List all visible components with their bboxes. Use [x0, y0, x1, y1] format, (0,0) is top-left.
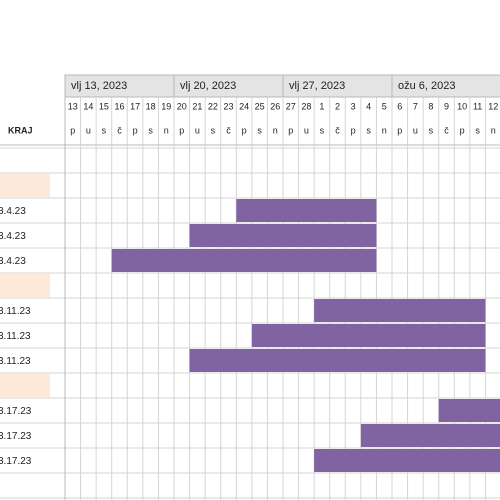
task-bar — [189, 224, 377, 247]
weekday: s — [257, 125, 262, 135]
weekday: u — [195, 125, 200, 135]
week-label: vlj 27, 2023 — [289, 80, 345, 92]
day-number: 16 — [114, 101, 124, 111]
weekday: s — [148, 125, 153, 135]
day-number: 1 — [319, 101, 324, 111]
day-number: 20 — [177, 101, 187, 111]
day-number: 4 — [366, 101, 371, 111]
day-number: 21 — [192, 101, 202, 111]
task-bar — [111, 249, 377, 272]
group-cell — [0, 374, 50, 397]
day-number: 6 — [397, 101, 402, 111]
day-number: 7 — [413, 101, 418, 111]
weekday: p — [242, 125, 247, 135]
end-date: 3.11.23 — [0, 331, 31, 342]
day-number: 12 — [488, 101, 498, 111]
weekday: p — [288, 125, 293, 135]
week-label: vlj 13, 2023 — [71, 80, 127, 92]
weekday: p — [133, 125, 138, 135]
weekday: č — [226, 125, 231, 135]
weekday: č — [444, 125, 449, 135]
day-number: 13 — [68, 101, 78, 111]
weekday: č — [117, 125, 122, 135]
end-date: 3.11.23 — [0, 306, 31, 317]
end-header: KRAJ — [8, 125, 33, 135]
day-number: 17 — [130, 101, 140, 111]
weekday: s — [320, 125, 325, 135]
weekday: p — [397, 125, 402, 135]
end-date: 3.17.23 — [0, 431, 32, 442]
end-date: 3.17.23 — [0, 456, 32, 467]
weekday: s — [211, 125, 216, 135]
group-cell — [0, 174, 50, 197]
end-date: 3.11.23 — [0, 356, 31, 367]
day-number: 3 — [351, 101, 356, 111]
task-bar — [360, 424, 500, 447]
week-cell — [391, 74, 500, 98]
weekday: p — [70, 125, 75, 135]
task-bar — [314, 299, 486, 322]
day-number: 22 — [208, 101, 218, 111]
weekday: u — [304, 125, 309, 135]
weekday: p — [179, 125, 184, 135]
task-bar — [314, 449, 500, 472]
day-number: 26 — [270, 101, 280, 111]
day-number: 15 — [99, 101, 109, 111]
day-number: 11 — [473, 101, 482, 111]
day-number: 24 — [239, 101, 249, 111]
week-label: vlj 20, 2023 — [180, 80, 236, 92]
task-bar — [236, 199, 377, 222]
day-number: 19 — [161, 101, 171, 111]
day-number: 8 — [428, 101, 433, 111]
day-number: 10 — [457, 101, 467, 111]
weekday: n — [273, 125, 278, 135]
weekday: s — [102, 125, 107, 135]
weekday: u — [86, 125, 91, 135]
day-number: 25 — [255, 101, 265, 111]
weekday: s — [366, 125, 371, 135]
weekday: n — [164, 125, 169, 135]
weekday: č — [335, 125, 340, 135]
day-number: 9 — [444, 101, 449, 111]
end-date: 3.17.23 — [0, 406, 32, 417]
weekday: s — [475, 125, 480, 135]
weekday: p — [351, 125, 356, 135]
end-date: 3.4.23 — [0, 231, 26, 242]
weekday: n — [382, 125, 387, 135]
end-date: 3.4.23 — [0, 206, 26, 217]
task-bar — [189, 349, 486, 372]
day-number: 5 — [382, 101, 387, 111]
group-cell — [0, 274, 50, 297]
end-date: 3.4.23 — [0, 256, 26, 267]
weekday: u — [413, 125, 418, 135]
weekday: s — [429, 125, 434, 135]
day-number: 2 — [335, 101, 340, 111]
week-label: ožu 6, 2023 — [398, 80, 456, 92]
day-number: 18 — [146, 101, 156, 111]
day-number: 27 — [286, 101, 296, 111]
day-number: 28 — [301, 101, 311, 111]
day-number: 14 — [83, 101, 93, 111]
task-bar — [438, 399, 500, 422]
weekday: p — [460, 125, 465, 135]
day-number: 23 — [223, 101, 233, 111]
task-bar — [251, 324, 486, 347]
weekday: n — [491, 125, 496, 135]
